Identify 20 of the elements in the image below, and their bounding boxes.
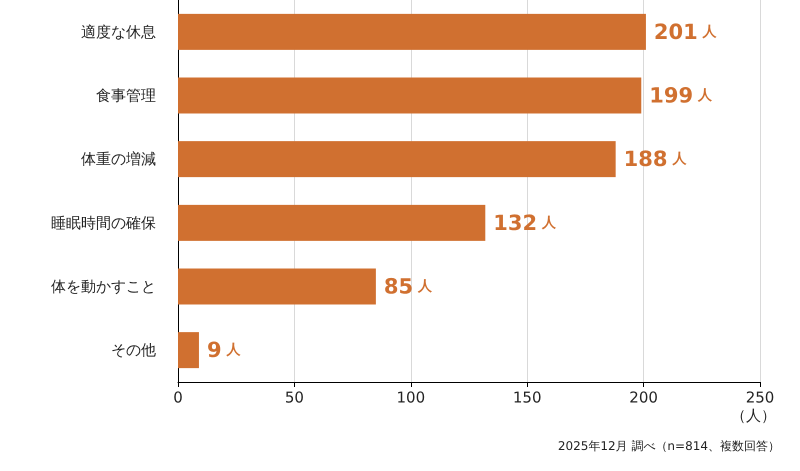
- y-tick-label: 体を動かすこと: [51, 278, 156, 296]
- bar: [178, 332, 199, 368]
- text: 2025年12月 調べ（n=814、複数回答）: [558, 439, 780, 453]
- bar: [178, 268, 376, 304]
- x-tick-label: 50: [284, 388, 304, 406]
- x-tick-label: 100: [396, 388, 426, 406]
- bar: [178, 78, 642, 114]
- y-tick-label: 食事管理: [96, 86, 156, 104]
- y-tick-label: 睡眠時間の確保: [51, 214, 156, 232]
- x-tick-label: 200: [629, 388, 658, 406]
- y-tick-label: その他: [111, 341, 156, 360]
- x-tick-label: 0: [173, 388, 183, 406]
- bar: [178, 141, 616, 178]
- x-axis-title: （人）: [731, 406, 776, 424]
- bar: [178, 14, 646, 50]
- y-tick-label: 適度な休息: [81, 22, 156, 41]
- x-tick-label: 150: [512, 388, 542, 406]
- y-tick-label: 体重の増減: [81, 150, 156, 168]
- bar: [178, 204, 486, 241]
- x-tick-label: 250: [746, 388, 774, 406]
